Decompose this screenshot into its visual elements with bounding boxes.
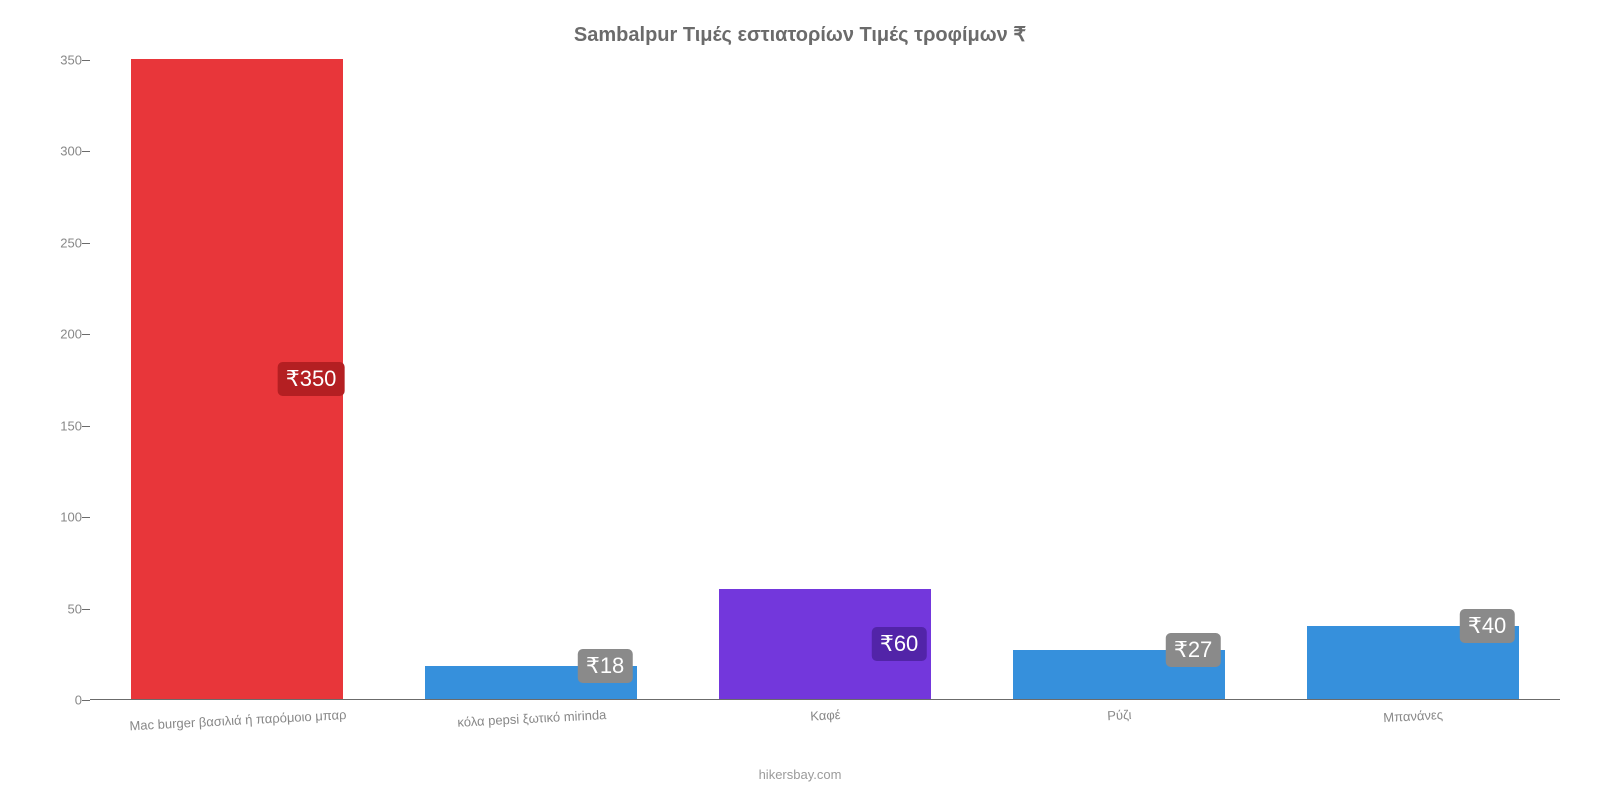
y-tick-mark: [82, 609, 90, 610]
y-tick-label: 150: [22, 418, 82, 433]
plot-area: ₹350₹18₹60₹27₹40 050100150200250300350Ma…: [90, 60, 1560, 700]
y-tick-mark: [82, 243, 90, 244]
bar: ₹27: [1013, 650, 1225, 699]
y-tick-mark: [82, 517, 90, 518]
bar-value-label: ₹18: [578, 649, 632, 683]
source-label: hikersbay.com: [0, 767, 1600, 782]
y-tick-label: 100: [22, 510, 82, 525]
bar-value-label: ₹40: [1460, 609, 1514, 643]
x-tick-label: κόλα pepsi ξωτικό mirinda: [456, 699, 606, 730]
bar-value-label: ₹27: [1166, 633, 1220, 667]
x-tick-label: Μπανάνες: [1382, 699, 1443, 725]
y-tick-label: 0: [22, 693, 82, 708]
y-tick-mark: [82, 700, 90, 701]
y-tick-mark: [82, 151, 90, 152]
chart-title: Sambalpur Τιμές εστιατορίων Τιμές τροφίμ…: [0, 22, 1600, 47]
bar-value-label: ₹350: [278, 362, 345, 396]
x-tick-label: Καφέ: [809, 699, 840, 724]
y-tick-label: 50: [22, 601, 82, 616]
y-tick-label: 350: [22, 53, 82, 68]
x-tick-label: Mac burger βασιλιά ή παρόμοιο μπαρ: [128, 699, 346, 733]
bar: ₹18: [425, 666, 637, 699]
bar: ₹60: [719, 589, 931, 699]
y-tick-mark: [82, 334, 90, 335]
chart-container: Sambalpur Τιμές εστιατορίων Τιμές τροφίμ…: [0, 0, 1600, 800]
y-tick-mark: [82, 426, 90, 427]
bar-value-label: ₹60: [872, 627, 926, 661]
y-tick-label: 250: [22, 235, 82, 250]
bar: ₹40: [1307, 626, 1519, 699]
x-tick-label: Ρύζι: [1106, 699, 1131, 723]
y-tick-label: 200: [22, 327, 82, 342]
y-tick-label: 300: [22, 144, 82, 159]
bars-layer: ₹350 ₹18 ₹60 ₹27 ₹40: [90, 60, 1560, 699]
y-tick-mark: [82, 60, 90, 61]
bar: ₹350: [131, 59, 343, 699]
